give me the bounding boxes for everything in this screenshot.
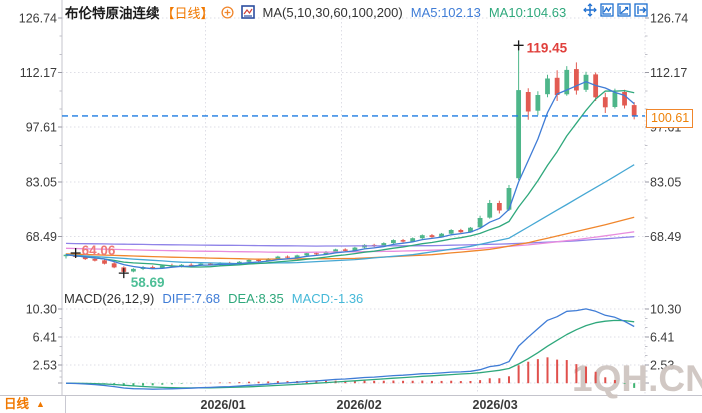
svg-text:2026/03: 2026/03 xyxy=(473,398,518,412)
last-price-label: 100.61 xyxy=(646,109,694,128)
svg-text:2026/01: 2026/01 xyxy=(201,398,246,412)
period-tag: 【日线】 xyxy=(161,5,214,21)
svg-text:2026/02: 2026/02 xyxy=(337,398,382,412)
period-tab-label: 日线 xyxy=(4,397,30,411)
svg-text:68.49: 68.49 xyxy=(650,230,681,244)
diff-value: DIFF:7.68 xyxy=(162,291,221,306)
svg-text:119.45: 119.45 xyxy=(527,40,568,55)
ma5-value: MA5:102.13 xyxy=(410,4,481,20)
svg-text:2.53: 2.53 xyxy=(33,359,57,373)
svg-text:83.05: 83.05 xyxy=(26,175,57,189)
crosshair-icon[interactable] xyxy=(583,3,597,17)
svg-text:2.53: 2.53 xyxy=(650,359,674,373)
chart-header: 布伦特原油连续 【日线】 MA(5,10,30,60,100,200) MA5:… xyxy=(65,2,566,22)
svg-text:112.17: 112.17 xyxy=(650,66,687,80)
shift-right-icon[interactable] xyxy=(634,3,648,17)
svg-text:10.30: 10.30 xyxy=(26,303,57,317)
add-compare-icon[interactable] xyxy=(220,5,234,19)
macd-settings-label: MACD(26,12,9) xyxy=(64,291,155,306)
axis-trend-icon[interactable] xyxy=(617,3,631,17)
svg-text:1QH.CN: 1QH.CN xyxy=(572,358,702,399)
period-tab-daily[interactable]: 日线 ▲ xyxy=(0,396,66,413)
macd-value: MACD:-1.36 xyxy=(291,291,364,306)
symbol-title: 布伦特原油连续 xyxy=(65,6,160,21)
svg-text:6.41: 6.41 xyxy=(650,331,674,345)
dea-value: DEA:8.35 xyxy=(228,291,284,306)
svg-text:97.61: 97.61 xyxy=(26,121,57,135)
svg-text:83.05: 83.05 xyxy=(650,175,681,189)
ma10-value: MA10:104.63 xyxy=(488,4,567,20)
svg-text:64.06: 64.06 xyxy=(82,243,116,258)
svg-text:6.41: 6.41 xyxy=(33,331,57,345)
svg-text:126.74: 126.74 xyxy=(650,12,688,26)
svg-text:68.49: 68.49 xyxy=(26,230,57,244)
chart-toolbar xyxy=(583,3,648,17)
chart-type-icon[interactable] xyxy=(240,5,255,19)
tab-caret-icon: ▲ xyxy=(36,399,45,409)
svg-text:126.74: 126.74 xyxy=(19,12,57,26)
svg-text:112.17: 112.17 xyxy=(20,66,57,80)
ma-settings-label: MA(5,10,30,60,100,200) xyxy=(262,4,403,20)
axis-chart-icon[interactable] xyxy=(600,3,614,17)
svg-text:10.30: 10.30 xyxy=(650,303,681,317)
macd-header: MACD(26,12,9) DIFF:7.68 DEA:8.35 MACD:-1… xyxy=(64,291,363,306)
svg-text:58.69: 58.69 xyxy=(131,275,165,290)
